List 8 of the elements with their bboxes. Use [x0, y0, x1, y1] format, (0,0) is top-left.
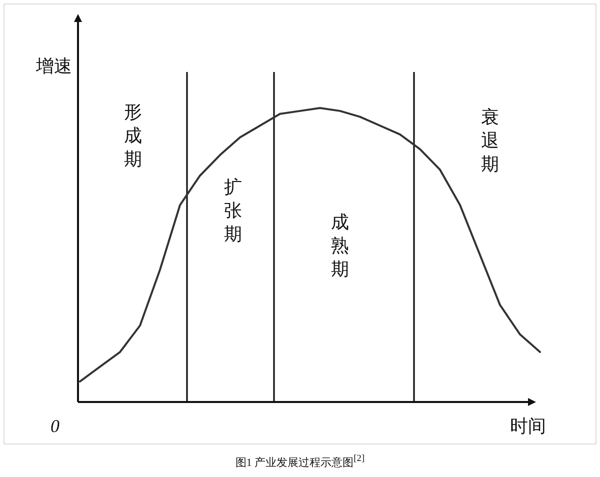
annotation: 衰退期: [481, 107, 499, 174]
x-axis-title: 时间: [510, 416, 546, 436]
annotation: 成熟期: [331, 212, 349, 279]
text: 0: [50, 416, 60, 436]
annotation: 扩张期: [224, 177, 242, 244]
annotation: 形成期: [124, 102, 142, 169]
y-axis-title: 增速: [35, 56, 72, 76]
caption: 图1 产业发展过程示意图$^{[2]}$: [235, 454, 365, 469]
